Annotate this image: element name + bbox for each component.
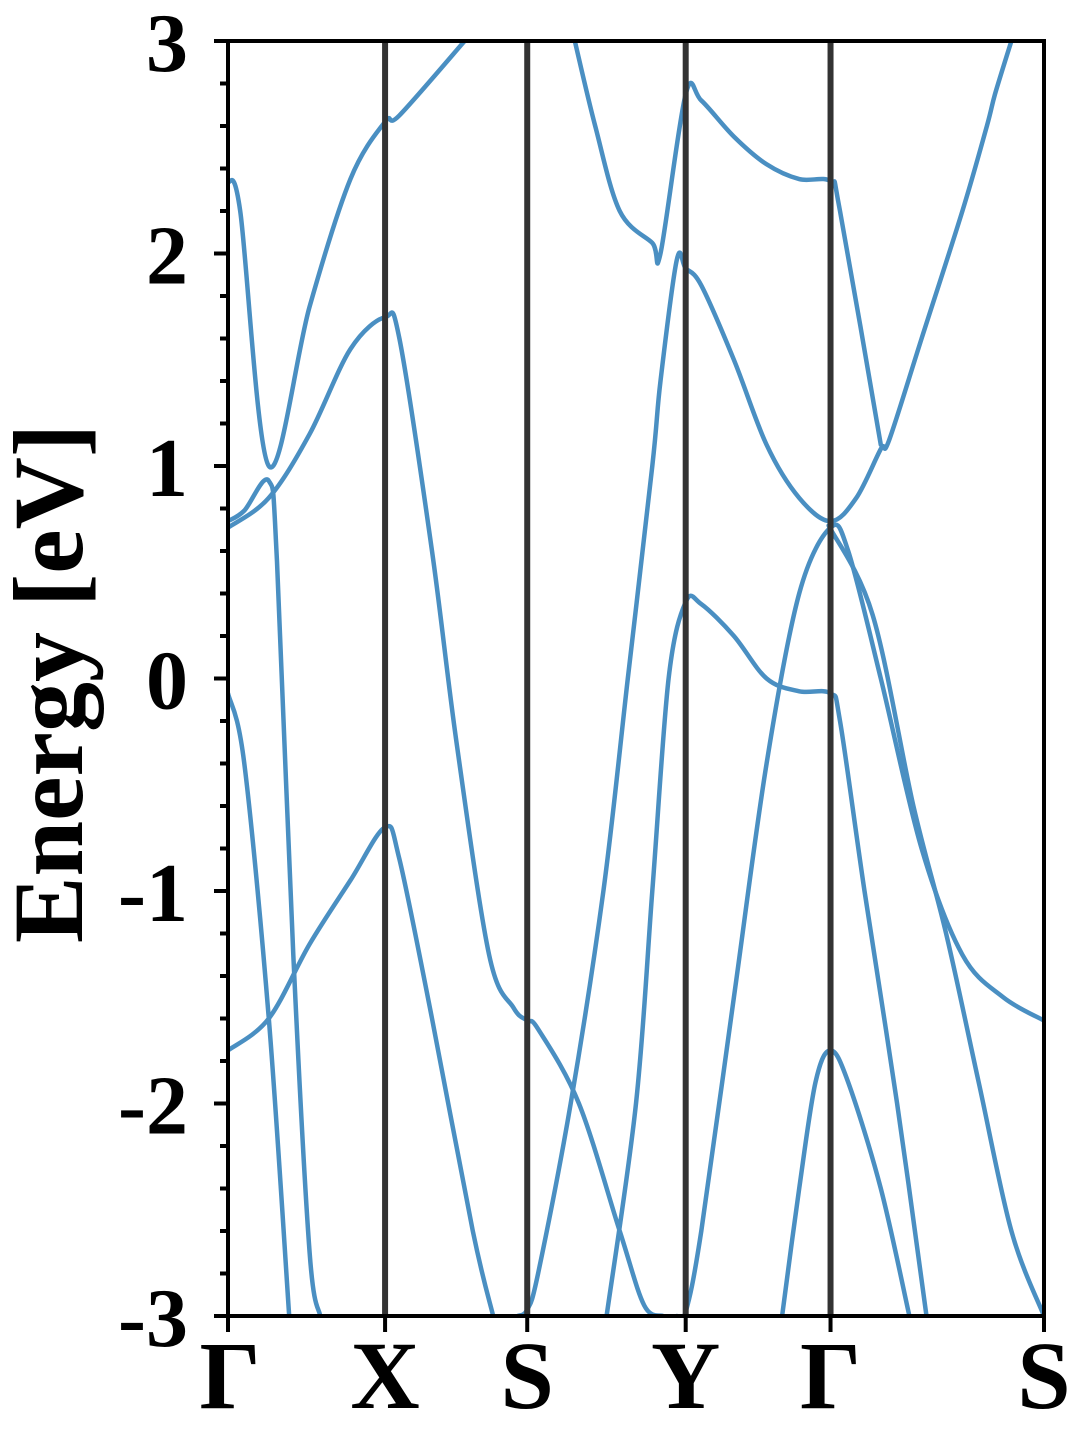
x-tick-label: Γ xyxy=(800,1322,861,1429)
band-line-3 xyxy=(228,310,666,1316)
y-tick-label: -3 xyxy=(118,1272,188,1365)
x-tick-label: S xyxy=(501,1322,554,1429)
y-tick-label: 0 xyxy=(146,635,188,728)
band-line-10 xyxy=(779,1048,912,1316)
high-symmetry-lines xyxy=(382,41,834,1316)
y-tick-label: 3 xyxy=(146,0,188,90)
band-line-11 xyxy=(826,523,1044,1316)
band-line-2 xyxy=(228,691,292,1316)
y-axis-label: Energy [eV] xyxy=(0,424,104,943)
x-tick-label: Y xyxy=(651,1322,720,1429)
y-tick-label: 2 xyxy=(146,210,188,303)
y-tick-label: -1 xyxy=(118,847,188,940)
band-line-4 xyxy=(228,477,323,1316)
x-tick-label: S xyxy=(1017,1322,1070,1429)
x-tick-label: Γ xyxy=(199,1322,260,1429)
y-axis-ticks: -3 -2 -1 0 1 2 3 xyxy=(118,0,228,1365)
band-line-6 xyxy=(515,41,1014,1316)
y-tick-label: 1 xyxy=(146,422,188,515)
y-tick-label: -2 xyxy=(118,1060,188,1153)
band-line-7 xyxy=(572,41,884,448)
band-line-1 xyxy=(228,824,496,1316)
x-tick-label: X xyxy=(350,1322,419,1429)
band-line-8 xyxy=(674,522,1044,1316)
band-line-9 xyxy=(604,593,929,1316)
band-lines xyxy=(228,41,1044,1316)
band-line-5 xyxy=(228,41,467,470)
